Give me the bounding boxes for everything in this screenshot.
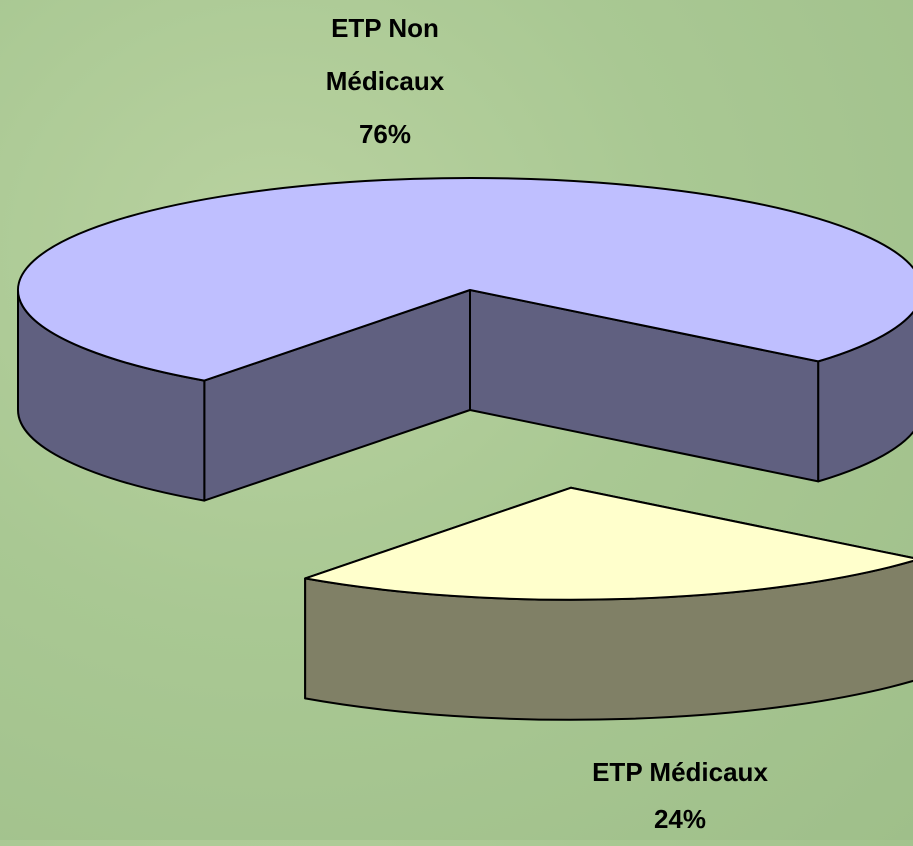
slice-label: ETP Non Médicaux (325, 13, 445, 96)
slice-value-label: 76% (358, 119, 412, 149)
slice (17, 177, 913, 382)
slice-label: ETP Médicaux (592, 757, 768, 787)
slice (304, 486, 913, 601)
slice-value-label: 24% (653, 804, 707, 834)
